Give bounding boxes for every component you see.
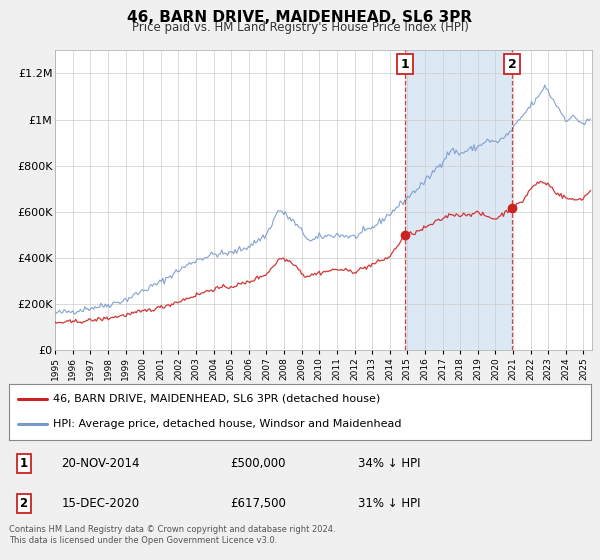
Text: 2: 2 bbox=[508, 58, 517, 71]
Text: 1: 1 bbox=[19, 457, 28, 470]
Text: 1: 1 bbox=[401, 58, 410, 71]
Text: 31% ↓ HPI: 31% ↓ HPI bbox=[358, 497, 421, 510]
Text: 15-DEC-2020: 15-DEC-2020 bbox=[61, 497, 140, 510]
Text: 34% ↓ HPI: 34% ↓ HPI bbox=[358, 457, 421, 470]
Text: Contains HM Land Registry data © Crown copyright and database right 2024.
This d: Contains HM Land Registry data © Crown c… bbox=[9, 525, 335, 545]
Text: 2: 2 bbox=[19, 497, 28, 510]
Text: Price paid vs. HM Land Registry's House Price Index (HPI): Price paid vs. HM Land Registry's House … bbox=[131, 21, 469, 34]
Bar bbox=[405, 50, 512, 350]
Text: 46, BARN DRIVE, MAIDENHEAD, SL6 3PR: 46, BARN DRIVE, MAIDENHEAD, SL6 3PR bbox=[127, 10, 473, 25]
Text: 20-NOV-2014: 20-NOV-2014 bbox=[61, 457, 140, 470]
Text: HPI: Average price, detached house, Windsor and Maidenhead: HPI: Average price, detached house, Wind… bbox=[53, 419, 401, 430]
Text: 46, BARN DRIVE, MAIDENHEAD, SL6 3PR (detached house): 46, BARN DRIVE, MAIDENHEAD, SL6 3PR (det… bbox=[53, 394, 380, 404]
Text: £617,500: £617,500 bbox=[230, 497, 286, 510]
Text: £500,000: £500,000 bbox=[230, 457, 286, 470]
